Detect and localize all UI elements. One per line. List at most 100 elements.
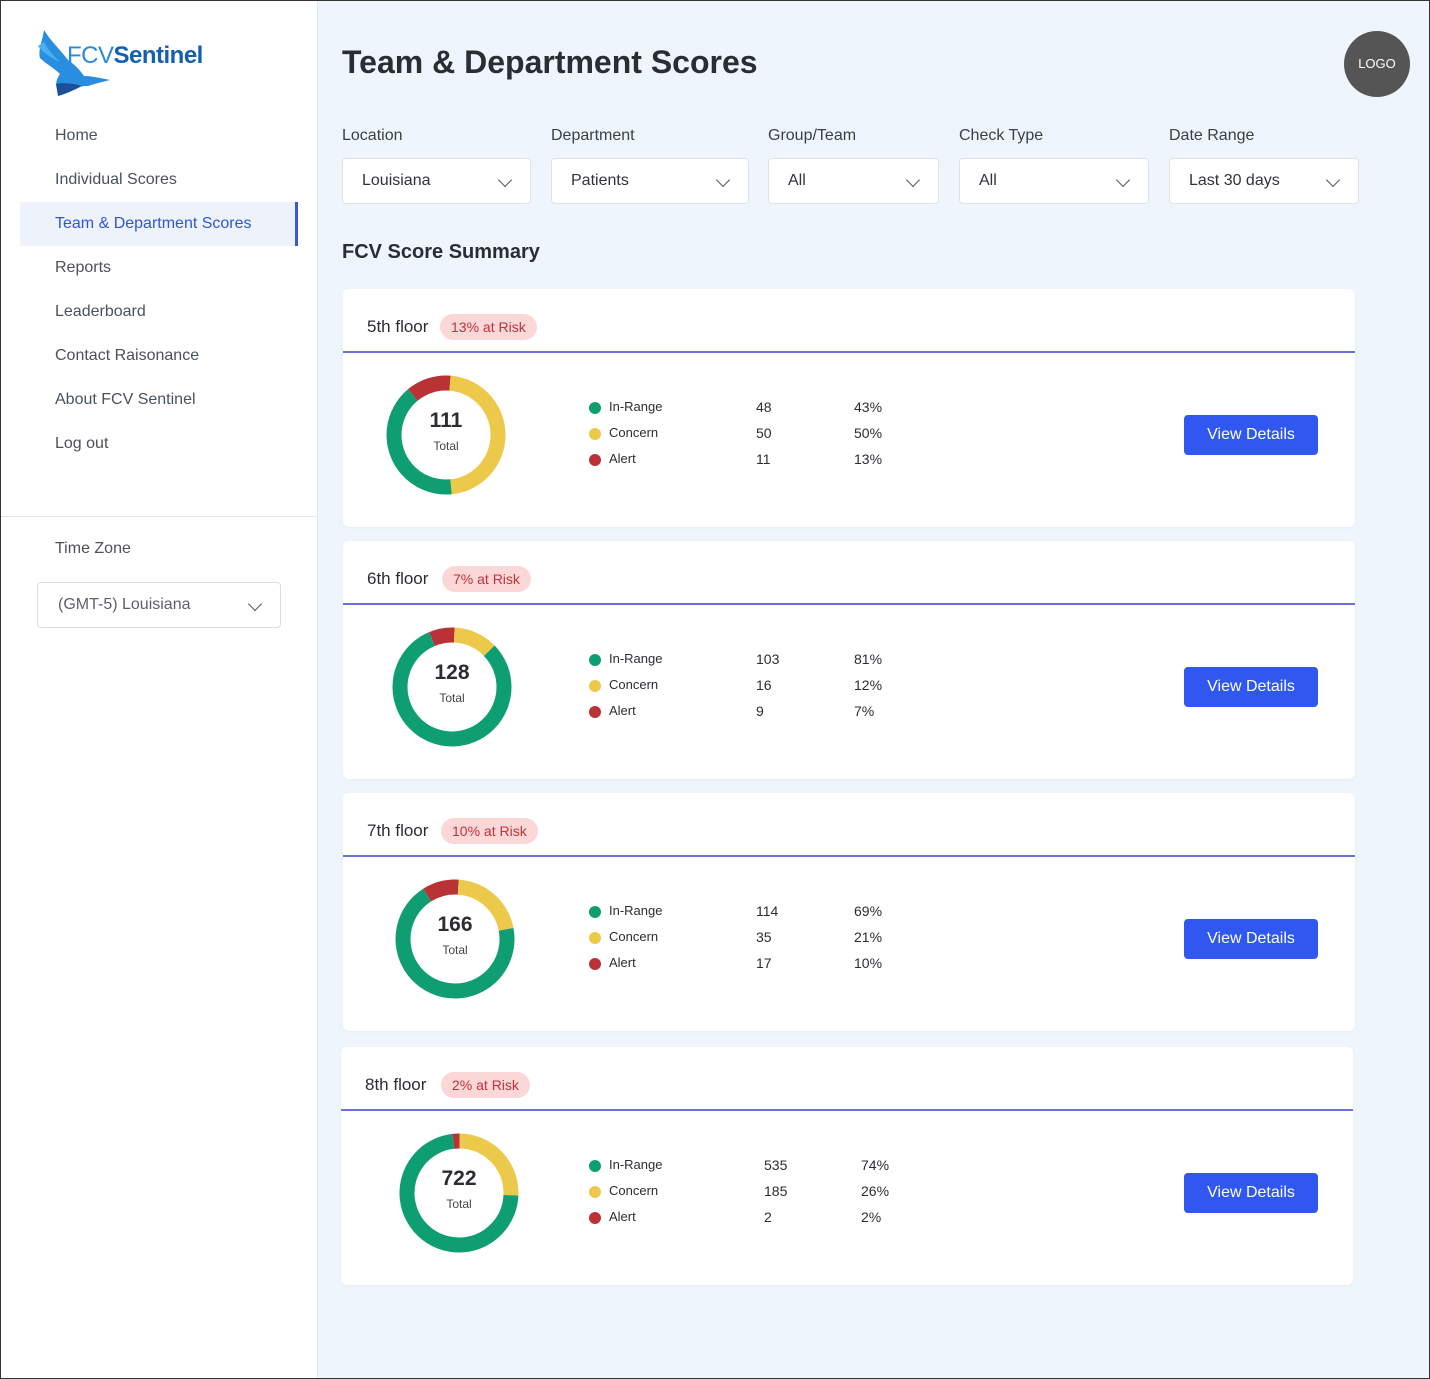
sidebar-divider <box>0 516 318 517</box>
filter-check-type: Check Type All <box>959 127 1149 204</box>
concern-dot-icon <box>589 428 601 440</box>
alert-dot-icon <box>589 706 601 718</box>
location-select[interactable]: Louisiana <box>342 158 531 204</box>
timezone-label: Time Zone <box>55 540 131 557</box>
score-card-5th-floor: 5th floor 13% at Risk 111 Total In-Range… <box>343 289 1355 527</box>
card-divider <box>343 351 1355 353</box>
sidebar-item-individual-scores[interactable]: Individual Scores <box>55 171 177 188</box>
brand-logo[interactable]: FCVSentinel <box>34 24 234 98</box>
donut-total-label: Total <box>433 439 459 453</box>
legend-pct: 12% <box>854 677 883 693</box>
org-logo[interactable]: LOGO <box>1344 31 1410 97</box>
ring-segment-alert <box>395 879 515 999</box>
legend-count: 48 <box>756 399 772 415</box>
group-team-select[interactable]: All <box>768 158 939 204</box>
filter-group-team: Group/Team All <box>768 127 939 204</box>
legend-count: 9 <box>756 703 764 719</box>
sidebar-item-about[interactable]: About FCV Sentinel <box>55 391 196 408</box>
legend-pct: 26% <box>861 1183 890 1199</box>
sidebar-item-home[interactable]: Home <box>55 127 98 144</box>
alert-dot-icon <box>589 1212 601 1224</box>
legend-row-concern: Concern 35 21% <box>589 929 889 947</box>
ring-segment-in-range <box>386 375 506 495</box>
check-type-select[interactable]: All <box>959 158 1149 204</box>
brand-name: FCVSentinel <box>67 42 203 69</box>
in-range-dot-icon <box>589 402 601 414</box>
legend-row-in-range: In-Range 114 69% <box>589 903 889 921</box>
in-range-dot-icon <box>589 906 601 918</box>
legend-label: Concern <box>609 1183 659 1198</box>
ring-segment-in-range <box>392 627 512 747</box>
donut-total: 722 <box>441 1167 477 1190</box>
card-divider <box>343 855 1355 857</box>
filter-value: All <box>979 172 997 189</box>
filter-value: Patients <box>571 172 629 189</box>
risk-badge: 2% at Risk <box>441 1072 530 1098</box>
legend-pct: 74% <box>861 1157 890 1173</box>
donut-chart: 111 Total <box>384 373 508 497</box>
concern-dot-icon <box>589 1186 601 1198</box>
legend-label: In-Range <box>609 399 663 414</box>
legend-pct: 69% <box>854 903 883 919</box>
legend-label: In-Range <box>609 1157 663 1172</box>
legend-label: Alert <box>609 1209 636 1224</box>
ring-segment-concern <box>395 879 515 999</box>
view-details-button[interactable]: View Details <box>1184 919 1318 959</box>
sidebar-item-contact-raisonance[interactable]: Contact Raisonance <box>55 347 200 364</box>
sidebar-item-reports[interactable]: Reports <box>55 259 112 276</box>
legend-row-alert: Alert 11 13% <box>589 451 889 469</box>
legend-row-alert: Alert 17 10% <box>589 955 889 973</box>
donut-chart: 166 Total <box>393 877 517 1001</box>
donut-total-label: Total <box>442 943 468 957</box>
legend-label: In-Range <box>609 903 663 918</box>
filter-value: Last 30 days <box>1189 172 1280 189</box>
donut-total: 166 <box>437 913 473 936</box>
legend-count: 103 <box>756 651 780 667</box>
sidebar-nav: Home Individual Scores Team & Department… <box>20 114 298 466</box>
filter-date-range: Date Range Last 30 days <box>1169 127 1359 204</box>
in-range-dot-icon <box>589 1160 601 1172</box>
donut-total: 111 <box>429 409 463 432</box>
in-range-dot-icon <box>589 654 601 666</box>
legend-label: In-Range <box>609 651 663 666</box>
risk-badge: 13% at Risk <box>440 314 537 340</box>
concern-dot-icon <box>589 932 601 944</box>
legend-count: 17 <box>756 955 772 971</box>
risk-badge: 10% at Risk <box>441 818 538 844</box>
donut-total: 128 <box>434 661 470 684</box>
timezone-select[interactable]: (GMT-5) Louisiana <box>37 582 281 628</box>
sidebar-item-leaderboard[interactable]: Leaderboard <box>55 303 146 320</box>
legend-pct: 50% <box>854 425 883 441</box>
filter-label: Check Type <box>959 127 1044 144</box>
chevron-down-icon <box>715 172 731 188</box>
legend-pct: 13% <box>854 451 883 467</box>
chevron-down-icon <box>247 596 263 612</box>
ring-segment-alert <box>399 1133 519 1253</box>
legend-pct: 43% <box>854 399 883 415</box>
concern-dot-icon <box>589 680 601 692</box>
card-title: 8th floor <box>365 1075 427 1094</box>
legend-count: 50 <box>756 425 772 441</box>
legend-count: 2 <box>764 1209 772 1225</box>
legend-row-in-range: In-Range 535 74% <box>589 1157 899 1175</box>
sidebar-item-team-department-scores[interactable]: Team & Department Scores <box>20 202 298 246</box>
ring-segment-alert <box>386 375 506 495</box>
view-details-button[interactable]: View Details <box>1184 667 1318 707</box>
legend-count: 114 <box>756 903 779 919</box>
legend-row-concern: Concern 50 50% <box>589 425 889 443</box>
donut-total-label: Total <box>446 1197 472 1211</box>
card-divider <box>341 1109 1353 1111</box>
legend-label: Alert <box>609 451 636 466</box>
page-title: Team & Department Scores <box>342 44 758 80</box>
legend-pct: 7% <box>854 703 875 719</box>
donut-total-label: Total <box>439 691 465 705</box>
legend-label: Concern <box>609 425 659 440</box>
date-range-select[interactable]: Last 30 days <box>1169 158 1359 204</box>
legend-row-alert: Alert 2 2% <box>589 1209 899 1227</box>
legend-label: Concern <box>609 929 659 944</box>
sidebar-item-log-out[interactable]: Log out <box>55 435 109 452</box>
department-select[interactable]: Patients <box>551 158 749 204</box>
legend-row-concern: Concern 16 12% <box>589 677 889 695</box>
view-details-button[interactable]: View Details <box>1184 415 1318 455</box>
view-details-button[interactable]: View Details <box>1184 1173 1318 1213</box>
